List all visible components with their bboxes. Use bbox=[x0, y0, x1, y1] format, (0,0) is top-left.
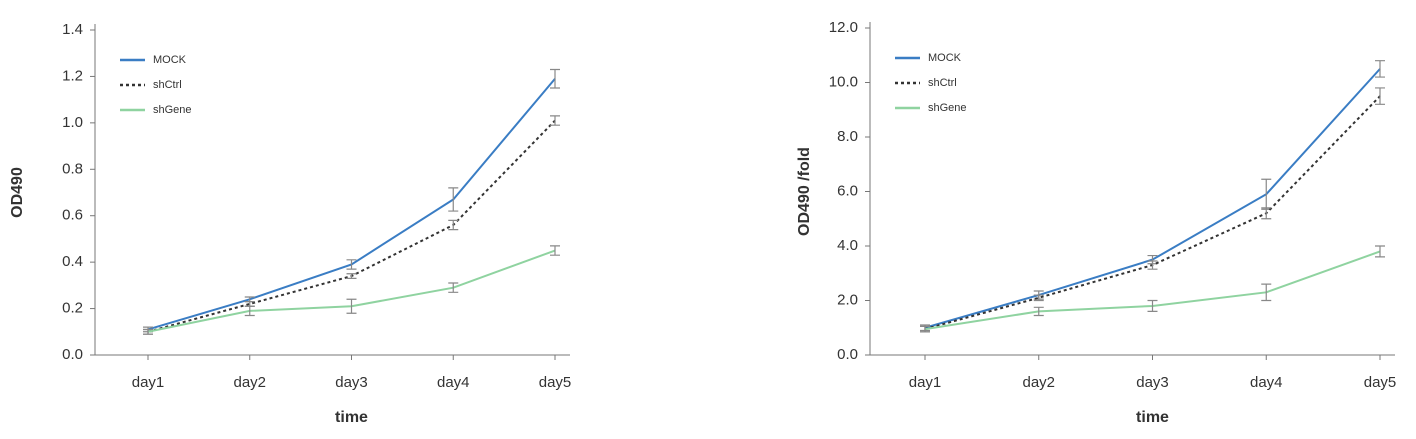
error-bar bbox=[244, 305, 255, 317]
y-tick-label: 0.0 bbox=[837, 346, 858, 363]
y-tick-label: 1.2 bbox=[62, 67, 83, 84]
legend-label: shGene bbox=[928, 102, 967, 114]
x-tick-label: day5 bbox=[539, 374, 572, 391]
legend-label: shCtrl bbox=[928, 77, 957, 89]
legend-label: MOCK bbox=[928, 52, 962, 64]
y-axis-title: OD490 /fold bbox=[796, 147, 813, 236]
y-tick-label: 12.0 bbox=[829, 19, 858, 36]
y-tick-label: 2.0 bbox=[837, 291, 858, 308]
legend-label: shCtrl bbox=[153, 79, 182, 91]
x-tick-label: day5 bbox=[1364, 374, 1397, 391]
y-tick-label: 0.2 bbox=[62, 300, 83, 317]
error-bar bbox=[448, 219, 459, 231]
x-tick-label: day4 bbox=[437, 374, 470, 391]
error-bar bbox=[346, 298, 357, 314]
error-bar bbox=[1375, 87, 1385, 105]
y-tick-label: 0.6 bbox=[62, 207, 83, 224]
error-bar bbox=[1375, 245, 1385, 258]
x-tick-label: day4 bbox=[1250, 374, 1283, 391]
y-tick-label: 4.0 bbox=[837, 237, 858, 254]
y-tick-label: 6.0 bbox=[837, 182, 858, 199]
error-bar bbox=[448, 282, 459, 293]
x-tick-label: day1 bbox=[132, 374, 165, 391]
error-bar bbox=[346, 273, 357, 279]
error-bar bbox=[920, 325, 930, 333]
x-tick-label: day3 bbox=[335, 374, 368, 391]
x-tick-label: day2 bbox=[233, 374, 266, 391]
error-bar bbox=[1033, 306, 1044, 317]
y-tick-label: 8.0 bbox=[837, 128, 858, 145]
error-bar bbox=[1147, 260, 1158, 270]
error-bar bbox=[1261, 178, 1272, 210]
error-bar bbox=[550, 115, 560, 126]
error-bar bbox=[550, 245, 560, 256]
x-tick-label: day3 bbox=[1136, 374, 1169, 391]
error-bar bbox=[550, 68, 560, 89]
error-bar bbox=[1261, 207, 1272, 220]
error-bar bbox=[448, 187, 459, 212]
y-tick-label: 0.4 bbox=[62, 253, 83, 270]
error-bar bbox=[1033, 294, 1044, 302]
y-axis-title: OD490 bbox=[9, 167, 26, 218]
x-axis-title: time bbox=[1136, 409, 1169, 426]
y-tick-label: 0.0 bbox=[62, 346, 83, 363]
y-tick-label: 0.8 bbox=[62, 160, 83, 177]
legend-label: MOCK bbox=[153, 54, 187, 66]
x-axis-title: time bbox=[335, 409, 368, 426]
series-line bbox=[924, 68, 1381, 329]
legend-label: shGene bbox=[153, 104, 192, 116]
error-bar bbox=[1261, 283, 1272, 302]
y-tick-label: 1.4 bbox=[62, 21, 83, 38]
x-tick-label: day2 bbox=[1022, 374, 1055, 391]
error-bar bbox=[346, 259, 357, 270]
x-tick-label: day1 bbox=[909, 374, 942, 391]
error-bar bbox=[1375, 60, 1385, 78]
series-line bbox=[147, 78, 556, 331]
y-tick-label: 1.0 bbox=[62, 114, 83, 131]
y-tick-label: 10.0 bbox=[829, 73, 858, 90]
error-bar bbox=[143, 328, 153, 335]
series-line bbox=[924, 95, 1381, 331]
error-bar bbox=[1147, 299, 1158, 312]
